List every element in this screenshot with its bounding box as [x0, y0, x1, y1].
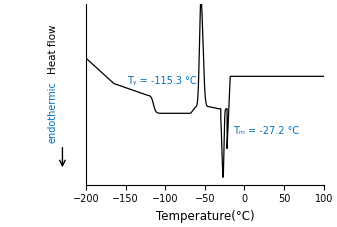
Text: Heat flow: Heat flow: [48, 25, 58, 74]
Text: Tₘ = -27.2 °C: Tₘ = -27.2 °C: [233, 126, 299, 136]
X-axis label: Temperature(°C): Temperature(°C): [156, 210, 254, 223]
Text: Tᵧ = -115.3 °C: Tᵧ = -115.3 °C: [127, 76, 197, 86]
Text: endothermic: endothermic: [48, 81, 58, 143]
